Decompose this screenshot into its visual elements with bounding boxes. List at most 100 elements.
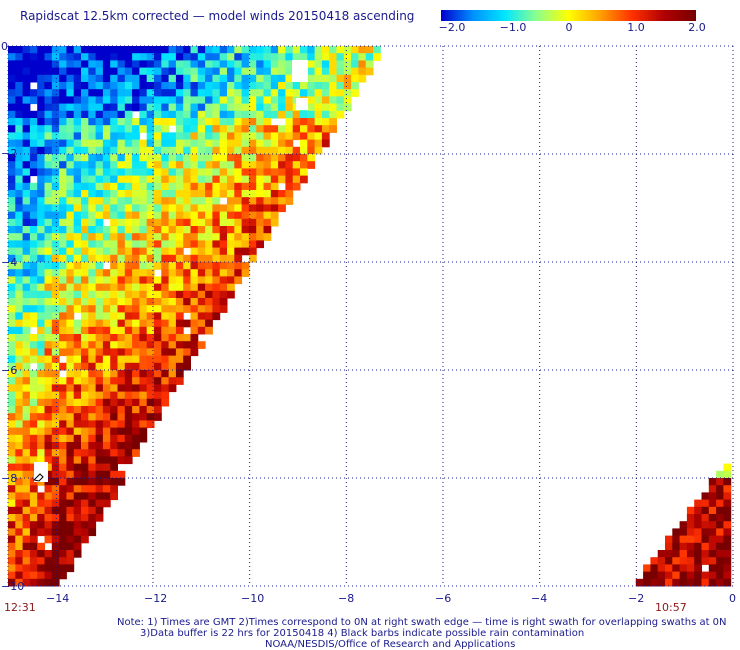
wind-cell (190, 233, 199, 241)
wind-cell (650, 557, 659, 565)
wind-cell (154, 226, 162, 234)
wind-cell (190, 290, 199, 299)
wind-cell (190, 298, 199, 306)
wind-cell (219, 103, 228, 112)
wind-cell (110, 305, 118, 313)
wind-cell (73, 103, 82, 112)
wind-cell (161, 197, 170, 205)
wind-cell (124, 154, 133, 162)
wind-cell (175, 254, 184, 263)
wind-cell (175, 175, 184, 184)
wind-cell (132, 139, 140, 148)
wind-cell (44, 269, 53, 277)
wind-cell (358, 53, 367, 61)
wind-cell (329, 103, 337, 112)
wind-cell (175, 355, 184, 364)
wind-cell (175, 262, 184, 270)
wind-cell (161, 82, 170, 90)
wind-cell (117, 110, 126, 119)
wind-cell (95, 211, 104, 220)
wind-cell (8, 110, 16, 119)
wind-cell (146, 341, 155, 349)
wind-cell (44, 168, 53, 177)
wind-cell (51, 139, 60, 148)
wind-cell (205, 269, 213, 277)
wind-cell (124, 334, 133, 342)
wind-cell (154, 53, 162, 61)
wind-cell (66, 182, 75, 191)
wind-cell (285, 197, 294, 205)
wind-cell (270, 197, 279, 205)
wind-cell (8, 60, 16, 69)
wind-cell (59, 247, 67, 256)
wind-cell (234, 53, 243, 61)
wind-cell (168, 182, 177, 191)
wind-cell (59, 132, 67, 141)
y-tick-neg6: −6 (1, 364, 18, 377)
wind-cell (73, 89, 82, 97)
wind-cell (190, 226, 199, 234)
wind-cell (168, 341, 177, 349)
wind-cell (139, 226, 148, 234)
wind-cell (102, 226, 111, 234)
wind-cell (175, 370, 184, 378)
wind-cell (117, 427, 126, 436)
wind-cell (88, 53, 97, 61)
wind-cell (694, 571, 702, 580)
wind-cell (81, 262, 89, 270)
wind-cell (59, 427, 67, 436)
wind-cell (8, 377, 16, 385)
wind-cell (657, 550, 666, 558)
wind-cell (248, 168, 257, 177)
wind-cell (708, 499, 717, 508)
wind-cell (22, 60, 31, 69)
wind-cell (102, 470, 111, 479)
wind-cell (117, 175, 126, 184)
wind-cell (102, 434, 111, 443)
wind-cell (197, 305, 206, 313)
wind-cell (694, 499, 702, 508)
wind-cell (365, 60, 374, 69)
wind-cell (168, 211, 177, 220)
wind-cell (300, 132, 308, 141)
wind-cell (227, 139, 235, 148)
wind-cell (154, 154, 162, 162)
wind-cell (73, 341, 82, 349)
wind-cell (88, 276, 97, 285)
wind-cell (117, 334, 126, 342)
wind-cell (88, 506, 97, 515)
wind-cell (205, 190, 213, 198)
wind-cell (15, 168, 24, 177)
wind-cell (146, 132, 155, 141)
wind-cell (88, 456, 97, 465)
wind-cell (81, 384, 89, 393)
wind-cell (29, 110, 38, 119)
wind-cell (161, 161, 170, 169)
wind-cell (117, 182, 126, 191)
wind-cell (51, 182, 60, 191)
wind-cell (161, 377, 170, 385)
wind-cell (285, 60, 294, 69)
wind-cell (29, 463, 38, 472)
wind-cell (95, 168, 104, 177)
wind-cell (248, 254, 257, 263)
wind-cell (175, 276, 184, 285)
wind-cell (124, 377, 133, 385)
wind-cell (292, 118, 301, 126)
wind-cell (95, 74, 104, 83)
wind-cell (278, 132, 286, 141)
wind-cell (183, 355, 191, 364)
wind-cell (15, 269, 24, 277)
wind-cell (8, 118, 16, 126)
wind-cell (22, 226, 31, 234)
wind-cell (643, 578, 651, 587)
wind-cell (183, 226, 191, 234)
wind-cell (37, 370, 45, 378)
wind-cell (183, 305, 191, 313)
wind-cell (44, 427, 53, 436)
wind-cell (29, 204, 38, 213)
wind-cell (8, 348, 16, 357)
wind-cell (234, 276, 243, 285)
wind-cell (234, 190, 243, 198)
colorbar-label-neg1: −1.0 (499, 21, 527, 34)
